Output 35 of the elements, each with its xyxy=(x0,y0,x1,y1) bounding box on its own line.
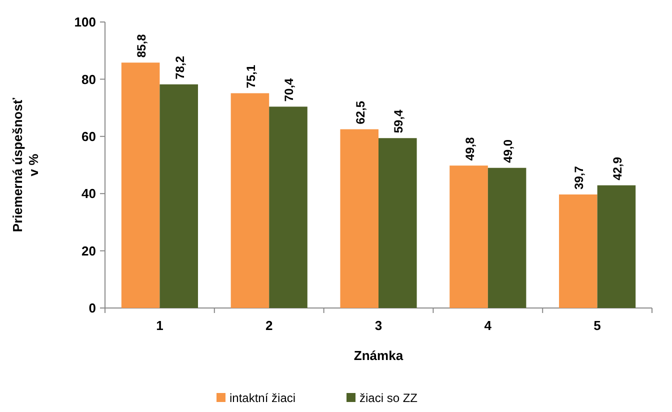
data-label: 85,8 xyxy=(134,34,149,58)
y-tick-label: 100 xyxy=(74,14,96,30)
data-label: 39,7 xyxy=(572,166,586,190)
bar xyxy=(340,129,378,308)
y-tick-label: 40 xyxy=(82,186,96,202)
legend-label: žiaci so ZZ xyxy=(360,391,418,405)
bar xyxy=(488,168,526,308)
x-tick-label: 5 xyxy=(594,318,601,333)
x-tick-label: 3 xyxy=(374,318,382,333)
bar xyxy=(597,185,636,308)
y-tick-label: 60 xyxy=(82,128,96,144)
y-tick-label: 80 xyxy=(82,72,96,87)
data-label: 59,4 xyxy=(392,109,406,134)
data-label: 42,9 xyxy=(610,156,624,180)
bar xyxy=(121,62,160,308)
data-label: 49,8 xyxy=(462,136,477,161)
data-label: 62,5 xyxy=(353,100,368,124)
data-label: 49,0 xyxy=(501,139,516,163)
y-axis-title: Priemerná úspešnosť v % xyxy=(10,97,41,232)
y-tick-label: 0 xyxy=(88,300,96,316)
x-axis-title: Známka xyxy=(354,348,404,363)
bar xyxy=(559,194,598,308)
bar xyxy=(450,166,488,308)
legend-label: intaktní žiaci xyxy=(230,391,296,405)
bar xyxy=(269,106,308,308)
data-label: 75,1 xyxy=(244,64,258,88)
y-tick-label: 20 xyxy=(82,243,96,258)
bar xyxy=(160,84,198,308)
x-tick-label: 2 xyxy=(265,318,273,333)
data-label: 78,2 xyxy=(172,56,187,80)
x-tick-label: 1 xyxy=(156,318,164,333)
x-tick-label: 4 xyxy=(484,318,492,333)
data-label: 70,4 xyxy=(282,78,296,102)
bar xyxy=(230,93,270,308)
bar xyxy=(378,138,417,308)
